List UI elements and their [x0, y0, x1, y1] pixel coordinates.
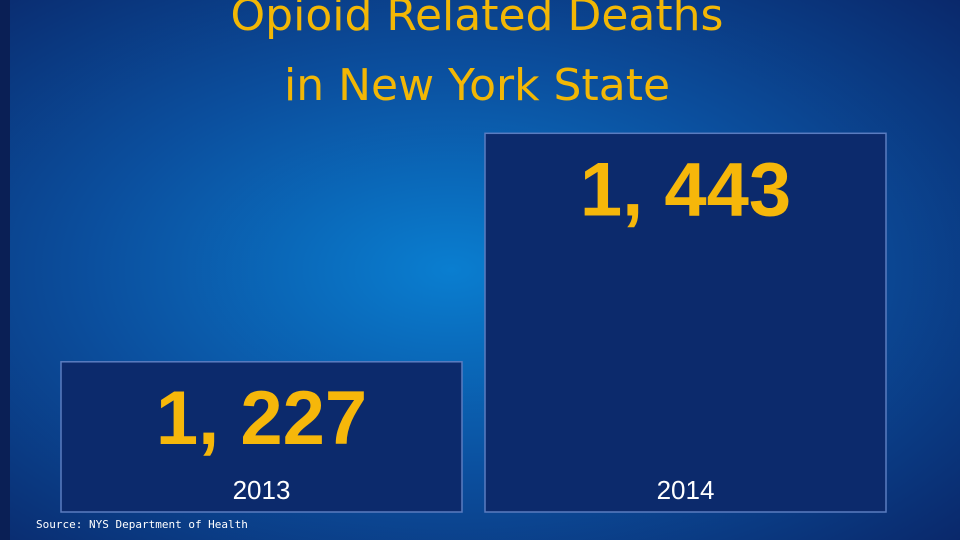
source-note: Source: NYS Department of Health [36, 518, 248, 531]
category-label: 2014 [657, 475, 715, 505]
bar [60, 361, 463, 513]
chart-title: in New York State [284, 60, 670, 111]
value-label: 1, 443 [580, 147, 791, 232]
bar [484, 132, 887, 513]
left-edge [0, 0, 10, 540]
value-label: 1, 227 [156, 376, 367, 461]
chart-title: Opioid Related Deaths [231, 0, 724, 41]
category-label: 2013 [233, 475, 291, 505]
